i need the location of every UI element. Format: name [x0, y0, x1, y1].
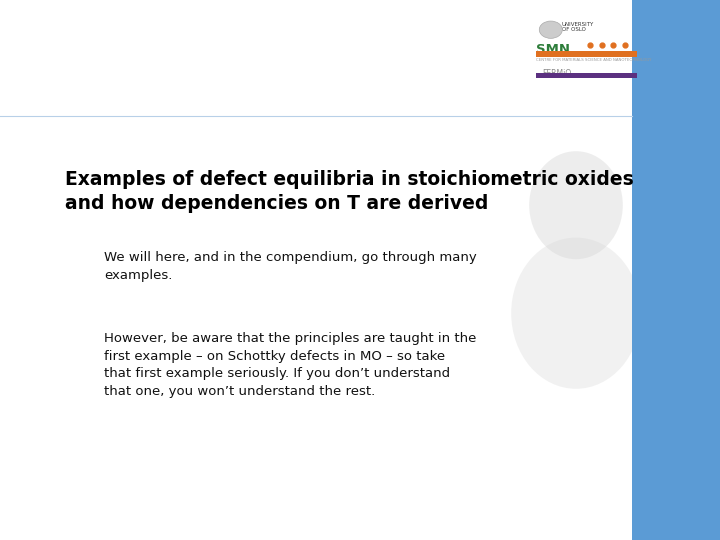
Bar: [536, 73, 637, 78]
Ellipse shape: [529, 151, 623, 259]
Text: UNIVERSITY
OF OSLO: UNIVERSITY OF OSLO: [562, 22, 594, 32]
Text: We will here, and in the compendium, go through many
examples.: We will here, and in the compendium, go …: [104, 251, 477, 281]
Bar: [632, 0, 720, 540]
Text: CENTRE FOR MATERIALS SCIENCE AND NANOTECHNOLOGY: CENTRE FOR MATERIALS SCIENCE AND NANOTEC…: [536, 58, 652, 62]
Ellipse shape: [511, 238, 641, 389]
Circle shape: [539, 21, 562, 38]
Text: SMN: SMN: [536, 43, 570, 56]
Text: FERMiO: FERMiO: [542, 69, 572, 78]
Bar: [536, 51, 637, 57]
Text: However, be aware that the principles are taught in the
first example – on Schot: However, be aware that the principles ar…: [104, 332, 477, 397]
Text: Examples of defect equilibria in stoichiometric oxides
and how dependencies on T: Examples of defect equilibria in stoichi…: [65, 170, 634, 213]
